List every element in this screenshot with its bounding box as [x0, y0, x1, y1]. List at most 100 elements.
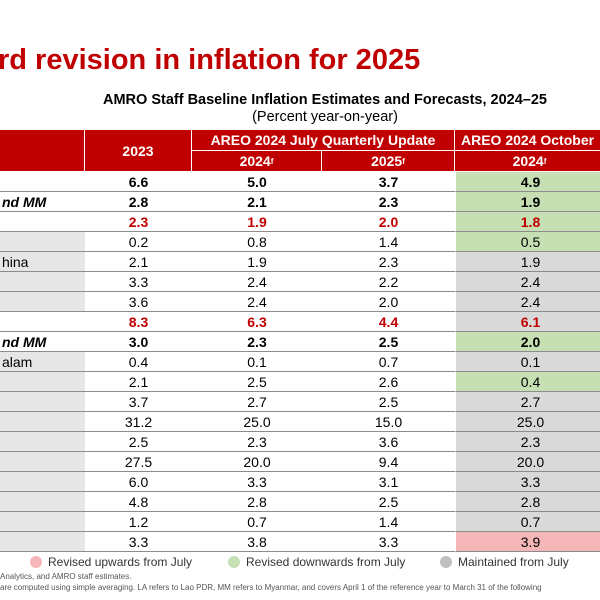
- value-cell: 3.9: [455, 532, 600, 552]
- value-cell: 0.1: [455, 352, 600, 372]
- header-year: 2025: [371, 153, 403, 169]
- value-cell: 3.3: [455, 472, 600, 492]
- row-label: nd MM: [0, 192, 85, 212]
- value-cell: 2.4: [455, 272, 600, 292]
- header-cell: [0, 130, 85, 172]
- legend-label: Revised upwards from July: [48, 555, 193, 569]
- value-cell: 25.0: [192, 412, 322, 432]
- legend-item: Revised upwards from July: [30, 555, 192, 569]
- table-subtitle: (Percent year-on-year): [252, 109, 398, 125]
- value-cell: 2.3: [455, 432, 600, 452]
- source-note: Analytics, and AMRO staff estimates.: [0, 572, 132, 581]
- legend-swatch: [440, 556, 452, 568]
- value-cell: 15.0: [322, 412, 455, 432]
- value-cell: 2.0: [455, 332, 600, 352]
- value-cell: 1.9: [455, 192, 600, 212]
- value-cell: 4.9: [455, 172, 600, 192]
- value-cell: 2.0: [322, 212, 455, 232]
- value-cell: 3.3: [85, 272, 192, 292]
- row-label: [0, 392, 85, 412]
- value-cell: 6.3: [192, 312, 322, 332]
- slide-title: rd revision in inflation for 2025: [0, 44, 421, 76]
- legend-swatch: [30, 556, 42, 568]
- value-cell: 2.5: [322, 332, 455, 352]
- value-cell: 3.6: [85, 292, 192, 312]
- legend-swatch: [228, 556, 240, 568]
- value-cell: 1.4: [322, 232, 455, 252]
- header-year: 2024: [239, 153, 271, 169]
- value-cell: 2.3: [322, 252, 455, 272]
- value-cell: 3.0: [85, 332, 192, 352]
- row-label: [0, 372, 85, 392]
- value-cell: 0.7: [322, 352, 455, 372]
- row-label: [0, 532, 85, 552]
- legend-item: Maintained from July: [440, 555, 569, 569]
- header-cell: AREO 2024 October: [455, 130, 600, 151]
- value-cell: 6.1: [455, 312, 600, 332]
- value-cell: 1.2: [85, 512, 192, 532]
- value-cell: 2.5: [192, 372, 322, 392]
- value-cell: 1.9: [455, 252, 600, 272]
- row-label: nd MM: [0, 332, 85, 352]
- row-label: [0, 172, 85, 192]
- row-label: [0, 232, 85, 252]
- row-label: [0, 432, 85, 452]
- value-cell: 1.4: [322, 512, 455, 532]
- header-cell: 2025 f: [322, 151, 455, 172]
- value-cell: 2.3: [322, 192, 455, 212]
- row-label: hina: [0, 252, 85, 272]
- value-cell: 4.8: [85, 492, 192, 512]
- value-cell: 3.3: [322, 532, 455, 552]
- value-cell: 0.8: [192, 232, 322, 252]
- value-cell: 2.8: [455, 492, 600, 512]
- header-cell: 2024 f: [455, 151, 600, 172]
- value-cell: 0.4: [455, 372, 600, 392]
- row-label: [0, 312, 85, 332]
- value-cell: 2.2: [322, 272, 455, 292]
- value-cell: 2.3: [192, 332, 322, 352]
- legend-label: Revised downwards from July: [246, 555, 406, 569]
- value-cell: 5.0: [192, 172, 322, 192]
- value-cell: 0.4: [85, 352, 192, 372]
- value-cell: 2.4: [192, 292, 322, 312]
- value-cell: 2.7: [455, 392, 600, 412]
- row-label: alam: [0, 352, 85, 372]
- value-cell: 6.0: [85, 472, 192, 492]
- value-cell: 2.5: [85, 432, 192, 452]
- value-cell: 2.6: [322, 372, 455, 392]
- value-cell: 9.4: [322, 452, 455, 472]
- value-cell: 2.5: [322, 492, 455, 512]
- value-cell: 4.4: [322, 312, 455, 332]
- value-cell: 0.5: [455, 232, 600, 252]
- value-cell: 3.7: [85, 392, 192, 412]
- value-cell: 0.7: [455, 512, 600, 532]
- value-cell: 2.1: [192, 192, 322, 212]
- value-cell: 0.2: [85, 232, 192, 252]
- value-cell: 2.7: [192, 392, 322, 412]
- value-cell: 2.3: [85, 212, 192, 232]
- row-label: [0, 492, 85, 512]
- value-cell: 0.7: [192, 512, 322, 532]
- value-cell: 2.5: [322, 392, 455, 412]
- value-cell: 20.0: [455, 452, 600, 472]
- value-cell: 2.3: [192, 432, 322, 452]
- value-cell: 1.8: [455, 212, 600, 232]
- value-cell: 3.1: [322, 472, 455, 492]
- value-cell: 25.0: [455, 412, 600, 432]
- value-cell: 2.1: [85, 252, 192, 272]
- row-label: [0, 472, 85, 492]
- value-cell: 20.0: [192, 452, 322, 472]
- value-cell: 3.3: [192, 472, 322, 492]
- value-cell: 3.6: [322, 432, 455, 452]
- header-year: 2024: [512, 153, 544, 169]
- forecast-mark: f: [270, 156, 274, 166]
- value-cell: 2.8: [85, 192, 192, 212]
- value-cell: 3.8: [192, 532, 322, 552]
- value-cell: 3.7: [322, 172, 455, 192]
- value-cell: 2.0: [322, 292, 455, 312]
- value-cell: 2.4: [455, 292, 600, 312]
- header-cell: 2024 f: [192, 151, 322, 172]
- value-cell: 1.9: [192, 252, 322, 272]
- value-cell: 27.5: [85, 452, 192, 472]
